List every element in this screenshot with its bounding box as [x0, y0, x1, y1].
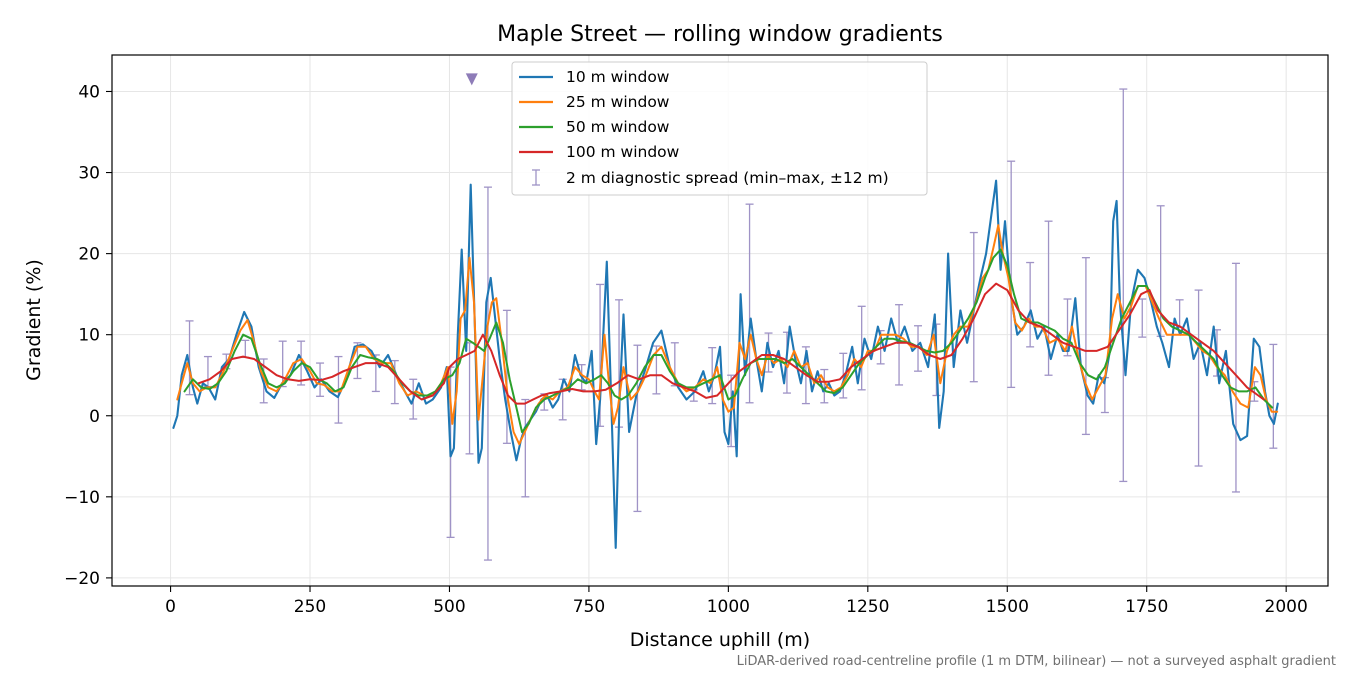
y-tick-label: 30 [78, 164, 100, 184]
spread-errorbar [895, 304, 904, 386]
spread-errorbar [633, 344, 642, 513]
chart-title: Maple Street — rolling window gradients [497, 22, 943, 47]
legend-label-spread: 2 m diagnostic spread (min–max, ±12 m) [566, 169, 889, 187]
spread-errorbar [1119, 88, 1128, 483]
spread-errorbar [708, 347, 717, 405]
x-tick-label: 750 [573, 597, 605, 617]
spread-errorbar [1007, 160, 1016, 389]
spread-errorbar [764, 332, 773, 373]
x-tick-label: 250 [294, 597, 326, 617]
series-line-50m [183, 248, 1274, 433]
x-tick-label: 2000 [1265, 597, 1308, 617]
spread-errorbar [857, 305, 866, 391]
spread-errorbar [1269, 343, 1278, 449]
spread-errorbar [1026, 261, 1035, 348]
y-tick-label: 20 [78, 245, 100, 265]
legend-box [511, 61, 928, 196]
spread-errorbar [502, 309, 511, 444]
legend: 10 m window 25 m window 50 m window 100 … [511, 61, 928, 196]
y-tick-label: −20 [64, 569, 100, 589]
legend-label-25m: 25 m window [566, 93, 670, 111]
legend-swatch-spread [532, 169, 540, 186]
x-tick-label: 1250 [846, 597, 889, 617]
y-tick-label: 10 [78, 326, 100, 346]
spread-errorbar [185, 320, 194, 396]
y-tick-label: 0 [89, 407, 100, 427]
x-tick-label: 1500 [986, 597, 1029, 617]
legend-label-50m: 50 m window [566, 118, 670, 136]
x-tick-label: 0 [165, 597, 176, 617]
x-axis-label: Distance uphill (m) [630, 629, 810, 651]
spread-errorbar [1194, 289, 1203, 467]
legend-label-100m: 100 m window [566, 143, 680, 161]
y-axis-label: Gradient (%) [23, 259, 45, 381]
axes: 0 250 500 750 1000 1250 1500 1750 2000 −20 −10 0 10 2… [64, 82, 1308, 617]
out-of-range-marker [465, 73, 478, 86]
spread-errorbar [483, 186, 492, 561]
spread-errorbar [390, 359, 399, 405]
spread-errorbar [820, 368, 829, 404]
footnote: LiDAR-derived road-centreline profile (1… [737, 654, 1336, 669]
spread-errorbar [1231, 262, 1240, 493]
x-tick-label: 1750 [1125, 597, 1168, 617]
x-tick-label: 1000 [707, 597, 750, 617]
spread-errorbar [521, 398, 530, 498]
plot-data [172, 73, 1279, 561]
x-tick-label: 500 [433, 597, 465, 617]
series-line-100m [197, 282, 1265, 405]
spread-errorbar [1081, 257, 1090, 436]
y-tick-label: −10 [64, 488, 100, 508]
y-tick-label: 40 [78, 82, 100, 102]
spread-errorbar [914, 325, 923, 372]
legend-label-10m: 10 m window [566, 68, 670, 86]
plot-frame [111, 54, 1329, 587]
spread-errorbar [745, 203, 754, 404]
